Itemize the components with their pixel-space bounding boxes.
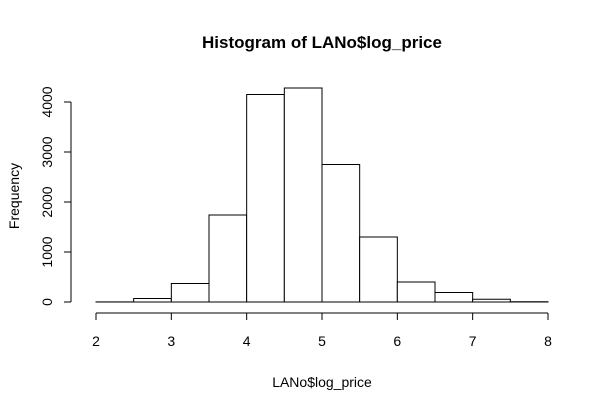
x-tick-label: 4: [243, 333, 251, 349]
x-tick-label: 3: [167, 333, 175, 349]
y-axis: 0 1000 2000 3000 4000: [39, 86, 72, 306]
chart-title: Histogram of LANo$log_price: [202, 33, 442, 52]
histogram-bar: [133, 298, 172, 303]
y-tick-label: 1000: [39, 236, 55, 267]
histogram-bar: [396, 281, 436, 303]
x-tick-label: 8: [544, 333, 552, 349]
y-axis-label: Frequency: [6, 163, 22, 229]
histogram-bar: [170, 283, 210, 303]
x-axis-label: LANo$log_price: [272, 374, 372, 390]
y-tick-label: 3000: [39, 136, 55, 167]
histogram-bar: [246, 94, 285, 303]
bars-group: [95, 87, 549, 303]
y-tick-label: 4000: [39, 86, 55, 117]
histogram-bar: [208, 214, 248, 303]
histogram-bar: [283, 87, 323, 303]
histogram-bar: [359, 236, 398, 303]
x-tick-label: 7: [469, 333, 477, 349]
x-tick-label: 6: [393, 333, 401, 349]
x-axis: 2 3 4 5 6 7 8: [92, 312, 552, 349]
y-tick-label: 2000: [39, 186, 55, 217]
histogram-bar: [321, 164, 361, 303]
histogram-bar: [434, 292, 474, 303]
x-tick-label: 2: [92, 333, 100, 349]
x-tick-label: 5: [318, 333, 326, 349]
histogram-bar: [472, 298, 511, 303]
y-tick-label: 0: [39, 298, 55, 306]
